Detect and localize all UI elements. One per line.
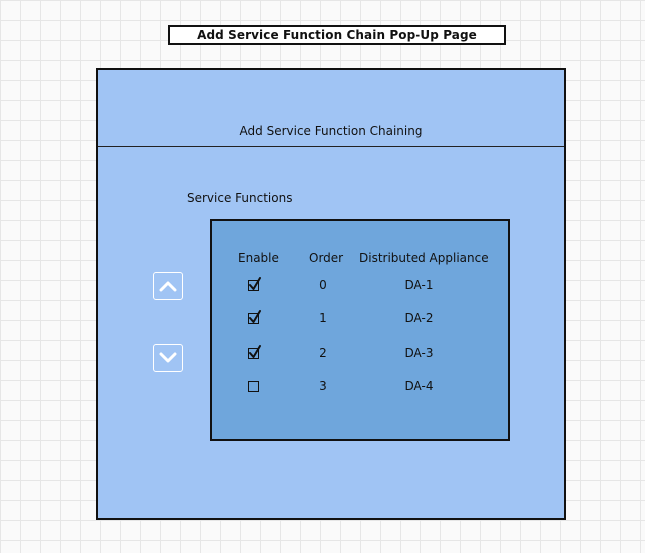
checkmark-icon bbox=[249, 277, 261, 290]
order-cell: 1 bbox=[319, 311, 327, 325]
appliance-cell: DA-4 bbox=[404, 379, 434, 393]
column-header-appliance: Distributed Appliance bbox=[359, 251, 489, 265]
page-title-text: Add Service Function Chain Pop-Up Page bbox=[197, 28, 477, 42]
dialog-title: Add Service Function Chaining bbox=[239, 124, 423, 138]
chevron-down-icon bbox=[159, 352, 177, 363]
enable-checkbox[interactable] bbox=[248, 345, 261, 359]
column-header-enable: Enable bbox=[238, 251, 279, 265]
checkmark-icon bbox=[249, 345, 261, 358]
move-down-button[interactable] bbox=[153, 344, 183, 372]
list-row[interactable]: 3 DA-4 bbox=[212, 377, 508, 397]
order-cell: 2 bbox=[319, 346, 327, 360]
checkmark-icon bbox=[249, 310, 261, 323]
list-row[interactable]: 0 DA-1 bbox=[212, 276, 508, 296]
column-header-order: Order bbox=[309, 251, 344, 265]
list-row[interactable]: 1 DA-2 bbox=[212, 309, 508, 329]
appliance-cell: DA-3 bbox=[404, 346, 434, 360]
service-functions-label: Service Functions bbox=[187, 191, 293, 205]
page-title: Add Service Function Chain Pop-Up Page bbox=[168, 25, 506, 45]
move-up-button[interactable] bbox=[153, 272, 183, 300]
list-row[interactable]: 2 DA-3 bbox=[212, 344, 508, 364]
enable-checkbox[interactable] bbox=[248, 310, 261, 324]
chevron-up-icon bbox=[159, 281, 177, 292]
appliance-cell: DA-2 bbox=[404, 311, 434, 325]
add-service-function-chaining-dialog: Add Service Function Chaining Service Fu… bbox=[96, 68, 566, 520]
order-cell: 3 bbox=[319, 379, 327, 393]
dialog-header: Add Service Function Chaining bbox=[98, 70, 564, 147]
enable-checkbox[interactable] bbox=[248, 277, 261, 291]
order-cell: 0 bbox=[319, 278, 327, 292]
appliance-cell: DA-1 bbox=[404, 278, 434, 292]
service-functions-list: Enable Order Distributed Appliance 0 DA-… bbox=[210, 219, 510, 441]
enable-checkbox[interactable] bbox=[248, 381, 259, 392]
